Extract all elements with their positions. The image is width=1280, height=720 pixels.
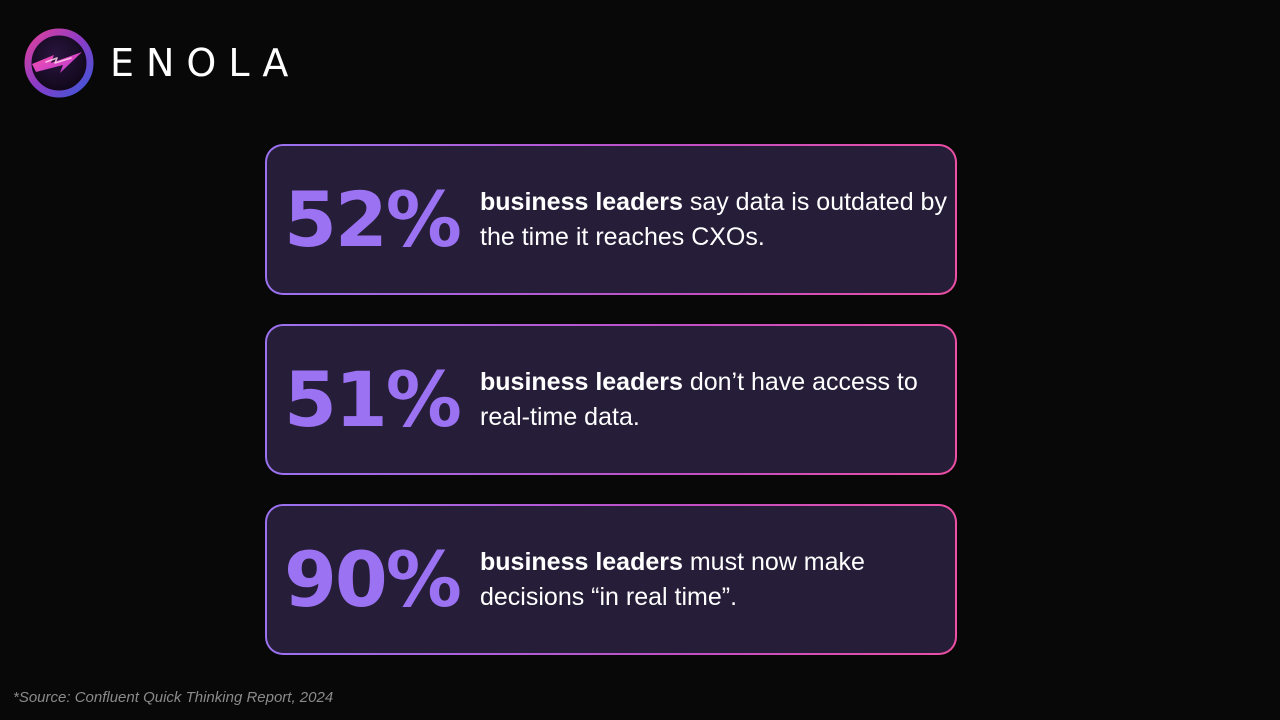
brand: ENOLA (24, 27, 300, 99)
stat-text: say data is outdated by the time it reac… (480, 187, 947, 251)
stat-text: don’t have access to real-time data. (480, 367, 918, 431)
stat-card: 51% business leaders don’t have access t… (265, 324, 957, 475)
brand-name: ENOLA (110, 41, 301, 85)
stat-emphasis: business leaders (480, 547, 683, 576)
stat-emphasis: business leaders (480, 367, 683, 396)
stat-value: 90% (284, 534, 462, 624)
stat-card: 90% business leaders must now make decis… (265, 504, 957, 655)
stat-description: business leaders don’t have access to re… (480, 326, 950, 473)
stat-text: must now make decisions “in real time”. (480, 547, 865, 611)
stat-description: business leaders say data is outdated by… (480, 146, 950, 293)
stats-list: 52% business leaders say data is outdate… (265, 144, 957, 655)
stat-emphasis: business leaders (480, 187, 683, 216)
lightning-orb-icon (24, 28, 94, 98)
source-note: *Source: Confluent Quick Thinking Report… (13, 689, 334, 706)
stat-card: 52% business leaders say data is outdate… (265, 144, 957, 295)
stat-description: business leaders must now make decisions… (480, 506, 950, 653)
stat-value: 52% (284, 174, 462, 264)
stat-value: 51% (284, 354, 462, 444)
